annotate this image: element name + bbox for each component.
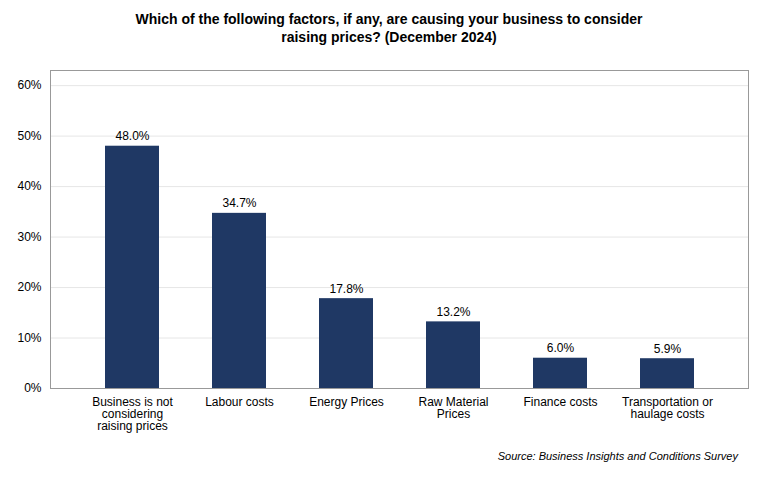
svg-text:34.7%: 34.7% [222, 197, 256, 211]
svg-text:Raw MaterialPrices: Raw MaterialPrices [418, 395, 488, 421]
svg-text:17.8%: 17.8% [329, 282, 363, 296]
svg-text:20%: 20% [17, 281, 41, 295]
svg-text:13.2%: 13.2% [436, 305, 470, 319]
svg-text:50%: 50% [17, 129, 41, 143]
svg-text:Transportation orhaulage costs: Transportation orhaulage costs [622, 395, 713, 421]
svg-text:Business is notconsideringrais: Business is notconsideringraising prices [92, 395, 173, 433]
svg-text:Energy Prices: Energy Prices [309, 395, 384, 409]
svg-text:Finance costs: Finance costs [523, 395, 597, 409]
svg-text:6.0%: 6.0% [547, 342, 575, 356]
svg-text:60%: 60% [17, 79, 41, 93]
svg-text:0%: 0% [24, 382, 42, 396]
svg-text:10%: 10% [17, 331, 41, 345]
svg-text:Labour costs: Labour costs [205, 395, 274, 409]
svg-text:48.0%: 48.0% [115, 130, 149, 144]
svg-text:30%: 30% [17, 230, 41, 244]
html-text:Which of the following factors: Which of the following factors, if any, … [135, 11, 643, 46]
html-text:Source: Business Insights and: Source: Business Insights and Conditions… [497, 450, 738, 463]
svg-text:5.9%: 5.9% [654, 342, 682, 356]
svg-text:40%: 40% [17, 180, 41, 194]
